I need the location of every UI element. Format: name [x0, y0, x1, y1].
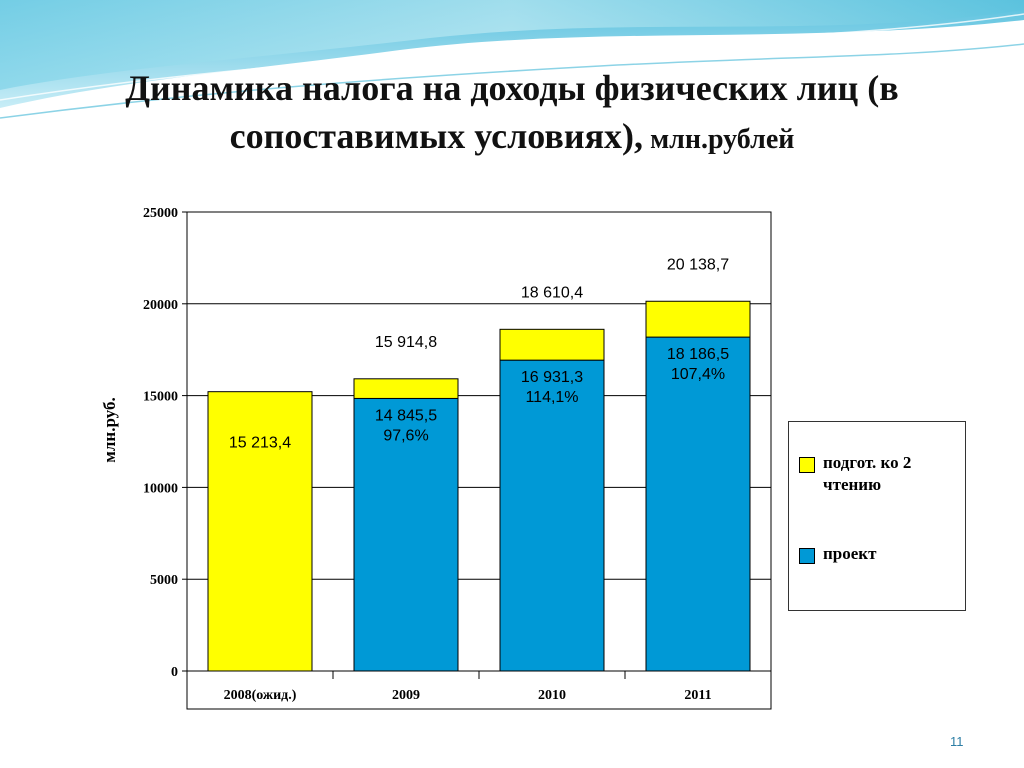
- slide-title: Динамика налога на доходы физических лиц…: [40, 64, 984, 164]
- title-line-2: сопоставимых условиях), млн.рублей: [40, 112, 984, 164]
- inner-label-2-1: 114,1%: [525, 389, 578, 406]
- x-tick-label-1: 2009: [392, 688, 420, 703]
- bar-proekt-1: [353, 397, 459, 672]
- legend-swatch-yellow: [799, 457, 815, 473]
- x-tick-label-0: 2008(ожид.): [224, 688, 297, 703]
- inner-label-0-0: 15 213,4: [229, 435, 291, 452]
- inner-label-2-0: 16 931,3: [521, 369, 583, 386]
- bar-podgot-2: [499, 328, 605, 361]
- bar-podgot-3: [645, 300, 751, 338]
- inner-label-1-0: 14 845,5: [375, 407, 437, 424]
- bar-podgot-0: [207, 391, 313, 672]
- chart-legend: подгот. ко 2 чтению проект: [788, 421, 966, 611]
- y-tick-label-4: 20000: [143, 298, 178, 313]
- y-tick-label-2: 10000: [143, 481, 178, 496]
- legend-item-proekt: проект: [799, 543, 973, 565]
- legend-item-podgot: подгот. ко 2 чтению: [799, 452, 973, 496]
- total-label-1: 15 914,8: [375, 334, 437, 351]
- total-label-2: 18 610,4: [521, 284, 583, 301]
- bar-podgot-1: [353, 378, 459, 399]
- y-tick-label-5: 25000: [143, 206, 178, 221]
- legend-swatch-blue: [799, 548, 815, 564]
- title-unit: млн.рублей: [643, 124, 795, 155]
- y-tick-label-0: 0: [171, 665, 178, 680]
- x-tick-label-3: 2011: [684, 688, 711, 703]
- x-tick-label-2: 2010: [538, 688, 566, 703]
- bar-proekt-2: [499, 359, 605, 672]
- inner-label-1-1: 97,6%: [383, 427, 428, 444]
- bar-proekt-3: [645, 336, 751, 672]
- inner-label-3-1: 107,4%: [671, 366, 725, 383]
- y-tick-label-1: 5000: [150, 573, 178, 588]
- title-line-1: Динамика налога на доходы физических лиц…: [125, 68, 899, 108]
- decorative-wave-header: [0, 0, 1024, 119]
- title-line-2-main: сопоставимых условиях),: [229, 116, 644, 156]
- y-tick-label-3: 15000: [143, 390, 178, 405]
- inner-label-3-0: 18 186,5: [667, 346, 729, 363]
- category-axis-frame: [186, 670, 772, 710]
- total-label-3: 20 138,7: [667, 256, 729, 273]
- legend-label-podgot: подгот. ко 2 чтению: [823, 453, 912, 494]
- legend-label-proekt: проект: [823, 544, 877, 563]
- page-number: 11: [950, 734, 964, 749]
- y-axis-label: млн.руб.: [100, 397, 119, 463]
